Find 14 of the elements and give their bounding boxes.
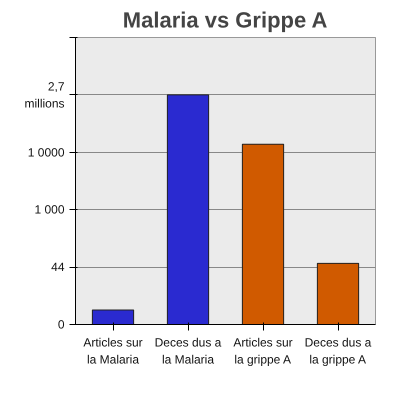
chart-title: Malaria vs Grippe A	[122, 8, 328, 32]
x-tick-label: Deces dus a la Malaria	[154, 336, 222, 366]
text: 44	[51, 260, 65, 274]
x-tick-label: Articles sur la grippe A	[233, 336, 293, 366]
text: 2,7 millions	[24, 80, 65, 110]
bar	[316, 262, 360, 324]
x-tick-label: Deces dus a la grippe A	[304, 336, 372, 366]
text: 1 000	[34, 202, 65, 217]
x-tick-label: Articles sur la Malaria	[83, 336, 143, 366]
bar	[166, 94, 210, 324]
text: 1 0000	[28, 145, 65, 160]
text: 0	[58, 318, 65, 332]
bar	[242, 144, 284, 324]
bar	[92, 310, 134, 324]
